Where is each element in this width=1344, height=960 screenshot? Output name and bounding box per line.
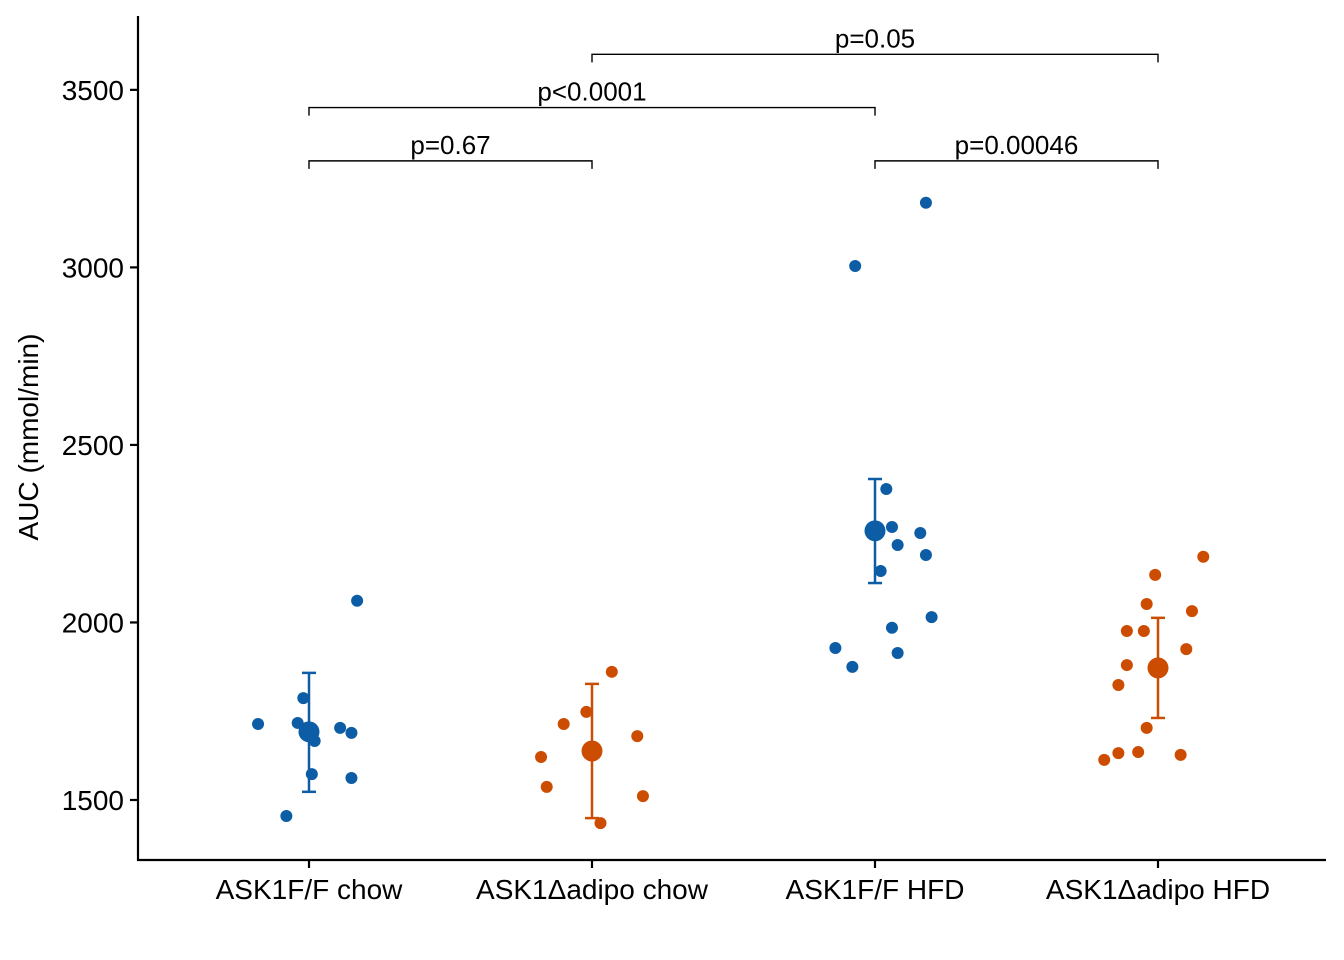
data-point [1132,746,1145,759]
data-point [631,730,644,743]
data-groups [252,196,1210,830]
y-tick-label: 2000 [62,607,124,638]
comparison-brackets: p=0.67 p<0.0001 p=0.05 p=0.00046 [308,23,1159,169]
x-tick-label: ASK1F/F chow [216,874,404,905]
group-1 [252,594,364,822]
y-tick-label: 3000 [62,252,124,283]
data-point [919,548,932,561]
y-ticks: 1500 2000 2500 3000 3500 [62,75,138,816]
data-point [1112,747,1125,760]
data-point [885,520,898,533]
x-tick-label: ASK1F/F HFD [786,874,965,905]
x-tick-label: ASK1Δadipo HFD [1046,874,1270,905]
data-point [1112,678,1125,691]
data-point [305,768,318,781]
data-point [297,692,310,705]
data-point [1120,624,1133,637]
comparison-bracket: p=0.05 [591,23,1159,63]
x-ticks: ASK1F/F chow ASK1Δadipo chow ASK1F/F HFD AS… [216,860,1270,905]
data-point [345,771,358,784]
data-point [280,809,293,822]
data-point [557,718,570,731]
data-point [351,594,364,607]
bracket-line [308,160,593,169]
data-point [829,642,842,655]
data-point [849,259,862,272]
data-point [1137,624,1150,637]
p-value-label: p=0.05 [835,23,915,53]
data-point [885,621,898,634]
group-3 [829,196,938,673]
data-point [1185,605,1198,618]
data-point [1197,550,1210,563]
data-point [925,611,938,624]
bracket-line [308,106,876,116]
data-point [345,726,358,739]
mean-point [581,740,603,762]
data-point [1174,748,1187,761]
data-point [535,751,548,764]
y-axis-title: AUC (mmol/min) [13,334,44,541]
data-point [636,790,649,803]
mean-point [1147,657,1169,679]
p-value-label: p=0.00046 [955,130,1079,160]
bracket-line [591,53,1159,63]
data-point [1140,597,1153,610]
y-tick-label: 3500 [62,75,124,106]
bracket-line [874,160,1159,169]
data-point [1098,753,1111,766]
data-point [252,718,265,731]
axes: 1500 2000 2500 3000 3500 ASK1F/F chow ASK1Δad… [62,16,1326,905]
data-point [334,721,347,734]
data-point [605,665,618,678]
data-point [580,705,593,718]
data-point [540,780,553,793]
data-point [919,196,932,209]
data-point [1149,568,1162,581]
data-point [1180,643,1193,656]
data-point [1120,659,1133,672]
data-point [891,539,904,552]
data-point [846,660,859,673]
mean-point [864,520,886,542]
group-4 [1098,550,1210,766]
data-point [891,646,904,659]
comparison-bracket: p=0.00046 [874,130,1159,169]
data-point [594,817,607,830]
data-point [1140,721,1153,734]
data-point [914,526,927,539]
y-tick-label: 2500 [62,430,124,461]
group-2 [535,665,649,830]
comparison-bracket: p=0.67 [308,130,593,169]
x-tick-label: ASK1Δadipo chow [476,874,709,905]
data-point [874,564,887,577]
mean-point [298,721,320,743]
p-value-label: p=0.67 [410,130,490,160]
comparison-bracket: p<0.0001 [308,77,876,116]
y-tick-label: 1500 [62,785,124,816]
p-value-label: p<0.0001 [537,77,646,107]
data-point [880,482,893,495]
